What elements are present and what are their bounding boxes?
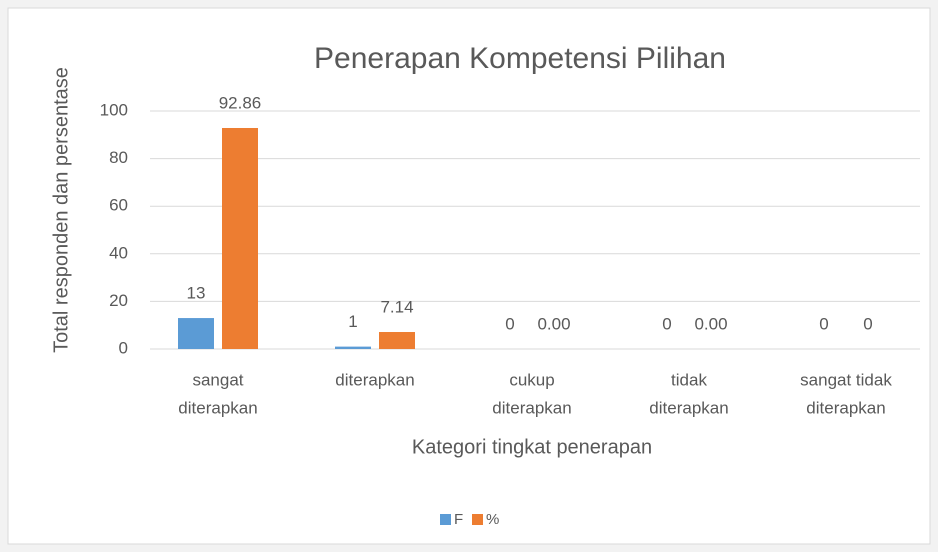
y-tick-label: 0	[119, 338, 128, 357]
data-label: 7.14	[380, 297, 413, 316]
y-axis-title: Total responden dan persentase	[50, 67, 72, 353]
x-axis-title: Kategori tingkat penerapan	[412, 436, 652, 458]
data-label: 13	[187, 284, 206, 303]
legend-swatch	[472, 514, 483, 525]
chart-frame	[7, 7, 931, 545]
x-tick-label: diterapkan	[178, 398, 257, 417]
legend-label: %	[486, 511, 499, 528]
bar	[222, 127, 258, 350]
data-label: 0.00	[694, 314, 727, 333]
y-tick-label: 80	[109, 148, 128, 167]
legend-label: F	[454, 511, 463, 528]
y-tick-label: 100	[100, 100, 128, 119]
data-label: 0	[819, 314, 828, 333]
legend-swatch	[440, 514, 451, 525]
x-tick-label: sangat	[192, 370, 243, 389]
data-label: 1	[348, 312, 357, 331]
bar	[178, 318, 214, 349]
data-label: 0	[662, 314, 671, 333]
x-tick-label: diterapkan	[335, 370, 414, 389]
y-tick-label: 60	[109, 196, 128, 215]
chart-title: Penerapan Kompetensi Pilihan	[314, 42, 726, 75]
x-tick-label: diterapkan	[806, 398, 885, 417]
x-tick-label: diterapkan	[649, 398, 728, 417]
x-tick-label: sangat tidak	[800, 370, 892, 389]
x-tick-label: diterapkan	[492, 398, 571, 417]
y-tick-label: 20	[109, 291, 128, 310]
data-label: 0.00	[537, 314, 570, 333]
x-tick-label: tidak	[671, 370, 707, 389]
y-tick-label: 40	[109, 243, 128, 262]
x-tick-label: cukup	[509, 370, 554, 389]
bar	[379, 332, 415, 349]
bar	[335, 346, 371, 349]
data-label: 92.86	[219, 93, 262, 112]
data-label: 0	[505, 314, 514, 333]
data-label: 0	[863, 314, 872, 333]
